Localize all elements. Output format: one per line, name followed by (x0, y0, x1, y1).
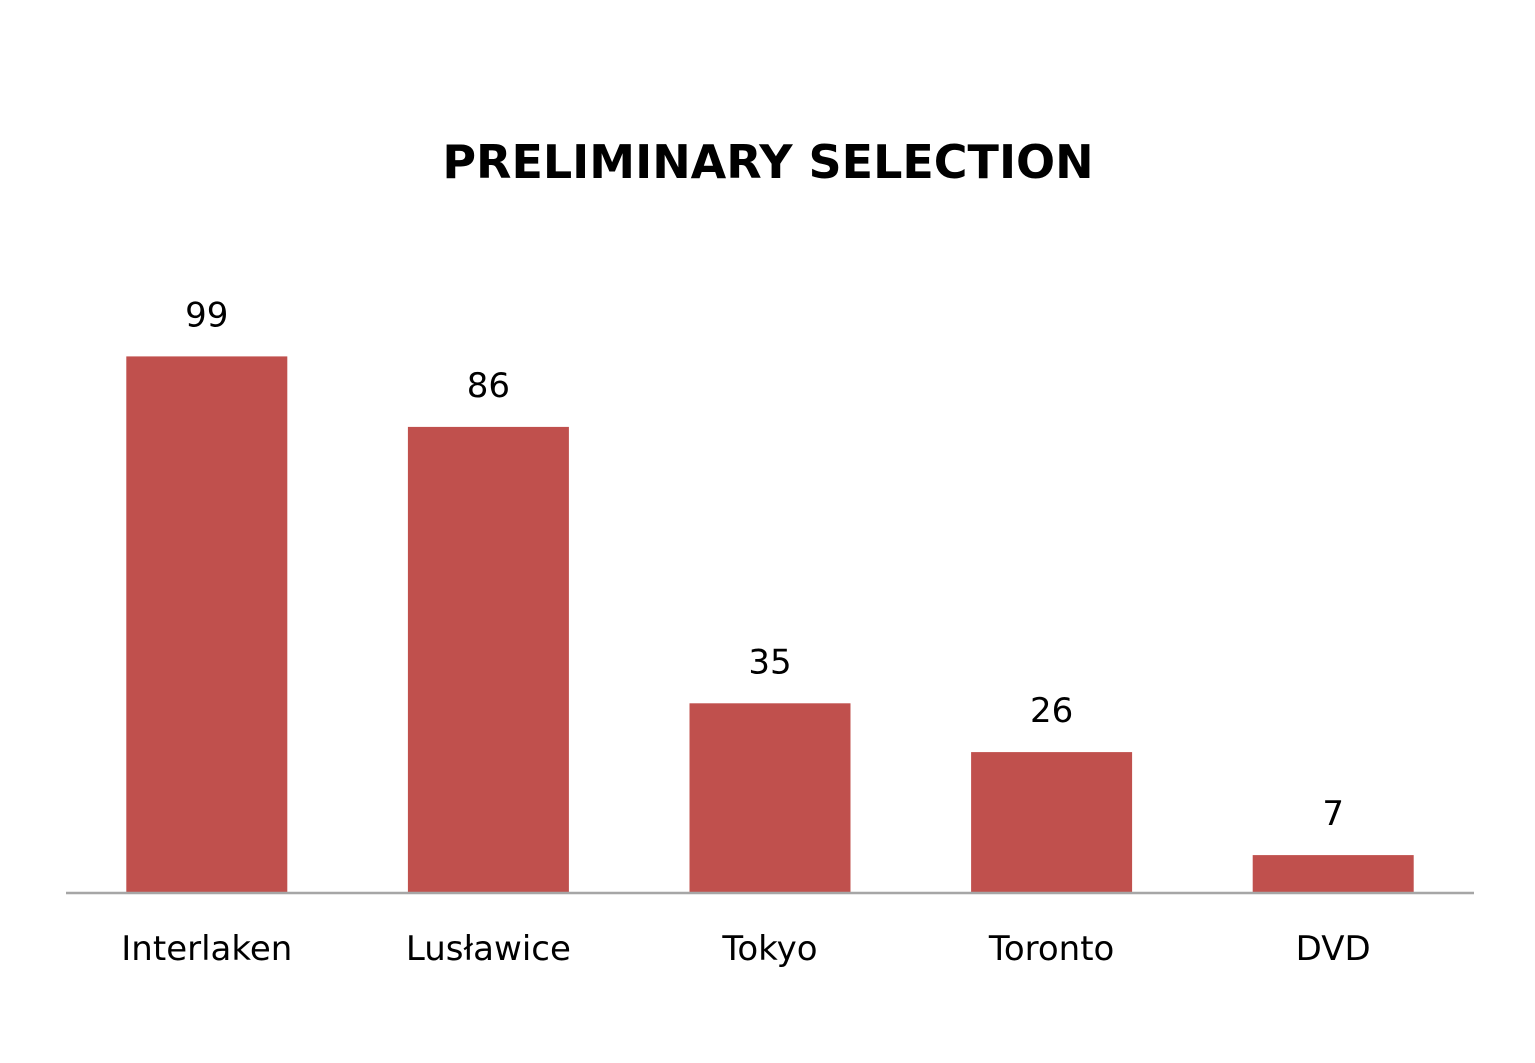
bar-interlaken (126, 356, 288, 893)
bar-toronto (971, 752, 1133, 893)
data-label: 26 (1030, 691, 1073, 731)
bar-dvd (1252, 855, 1414, 893)
category-label: Toronto (988, 929, 1115, 969)
data-label: 7 (1322, 794, 1344, 834)
category-label: Tokyo (721, 929, 817, 969)
category-label: Lusławice (406, 929, 571, 969)
category-label: Interlaken (121, 929, 292, 969)
data-label: 35 (748, 642, 791, 682)
category-labels-layer: Interlaken Lusławice Tokyo Toronto DVD (121, 929, 1370, 969)
data-label: 99 (185, 295, 228, 335)
bars-layer (126, 356, 1414, 893)
category-label: DVD (1296, 929, 1371, 969)
data-label: 86 (467, 366, 510, 406)
chart-title: PRELIMINARY SELECTION (442, 135, 1093, 189)
bar-lus-awice (407, 426, 569, 893)
value-labels-layer: 99 86 35 26 7 (185, 295, 1344, 834)
bar-tokyo (689, 703, 851, 893)
